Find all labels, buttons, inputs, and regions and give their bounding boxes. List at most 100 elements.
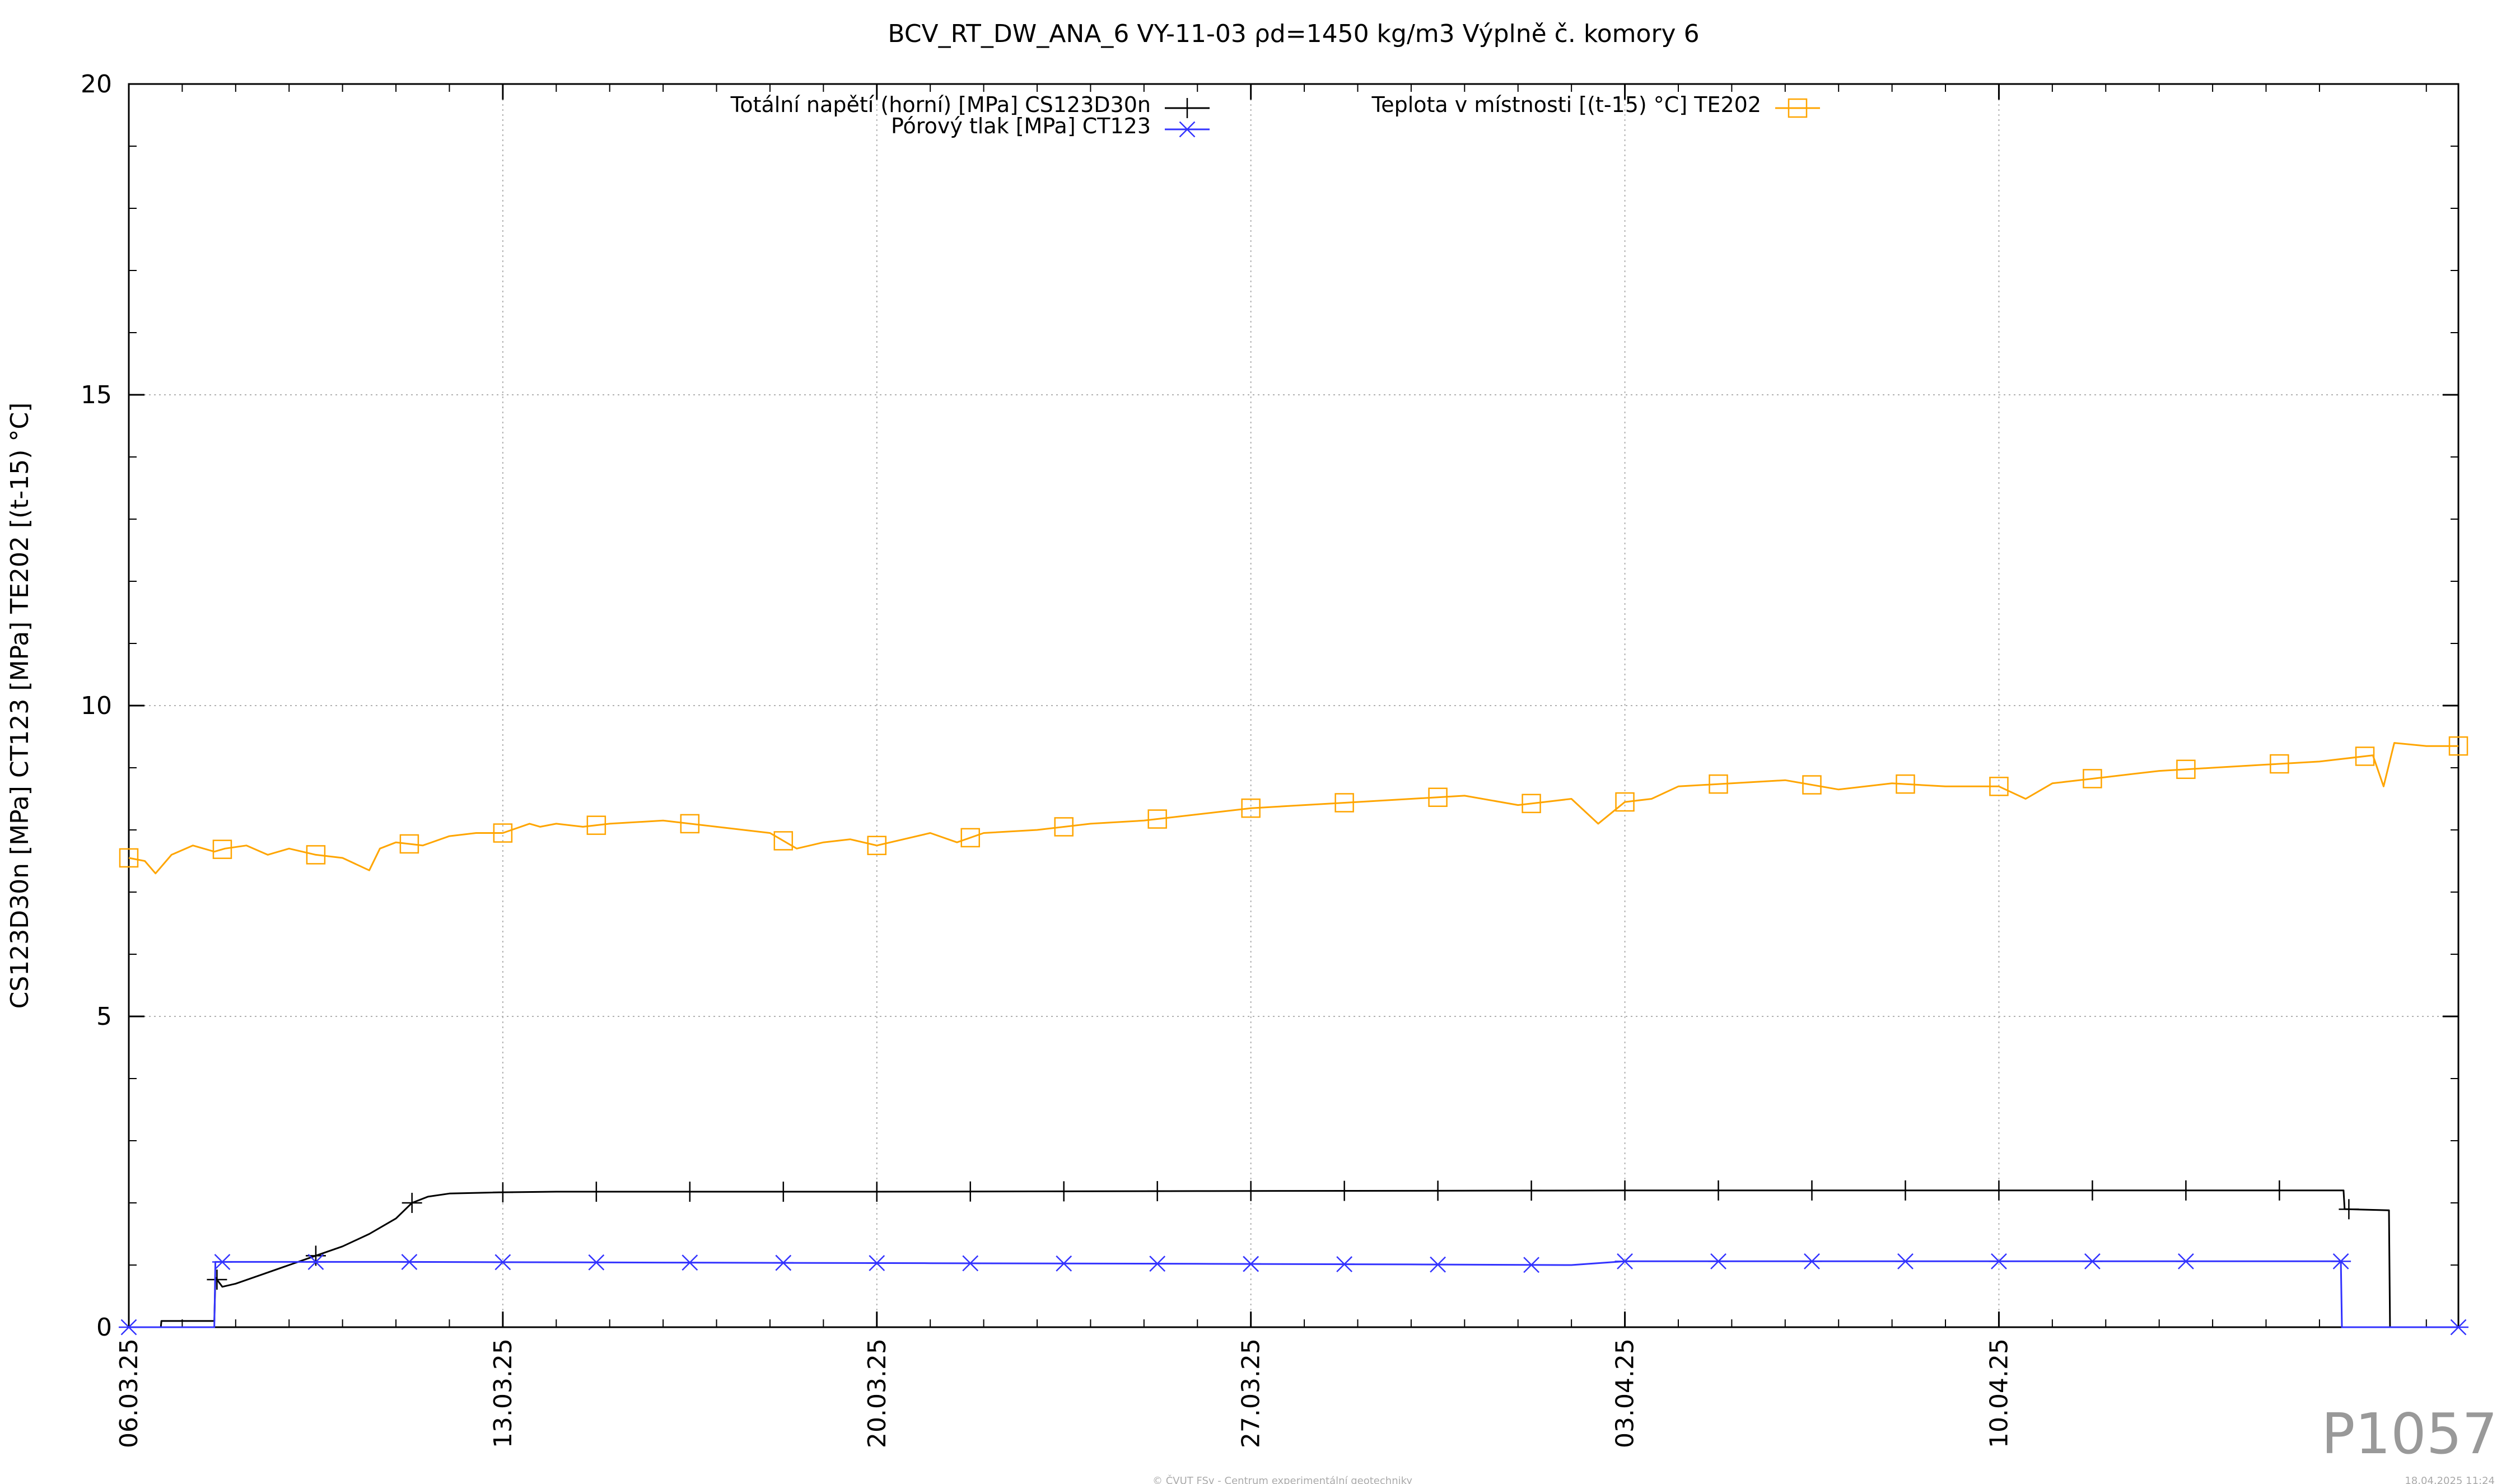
data-point-marker-0	[960, 1181, 981, 1202]
series-line-2	[128, 742, 2458, 875]
x-tick-label: 20.03.25	[863, 1338, 892, 1448]
data-point-marker-0	[866, 1182, 887, 1202]
data-point-marker-2	[1147, 809, 1167, 829]
axis-ticks: 0 5 10 15 20 06.03.25 13.03.25 20.03.25 27.03.25…	[81, 70, 2458, 1448]
data-point-marker-0	[586, 1182, 606, 1202]
legend-label-0: Totální napětí (horní) [MPa] CS123D30n	[730, 92, 1151, 117]
data-point-marker-2	[212, 839, 232, 859]
data-point-marker-2	[306, 845, 326, 865]
data-point-marker-1	[399, 1254, 419, 1270]
data-point-marker-0	[402, 1193, 422, 1213]
data-point-marker-2	[1241, 798, 1261, 818]
data-point-marker-1	[212, 1254, 232, 1270]
data-point-marker-2	[119, 848, 139, 868]
data-point-marker-1	[1989, 1253, 2009, 1270]
data-point-marker-0	[1427, 1180, 1448, 1201]
data-point-marker-2	[867, 836, 887, 855]
data-point-marker-1	[1708, 1253, 1729, 1270]
footer-timestamp: 18.04.2025 11:24	[2405, 1475, 2495, 1484]
data-point-marker-2	[2270, 754, 2289, 774]
data-point-marker-2	[1522, 794, 1541, 814]
data-point-marker-0	[1802, 1180, 1822, 1201]
data-point-marker-2	[2176, 759, 2196, 780]
data-point-marker-1	[1895, 1253, 1916, 1270]
data-point-marker-0	[1147, 1181, 1168, 1202]
legend-label-2: Teplota v místnosti [(t-15) °C] TE202	[1371, 92, 1761, 117]
y-tick-label: 5	[96, 1002, 112, 1031]
y-tick-label: 0	[96, 1313, 112, 1342]
data-point-marker-0	[2269, 1180, 2290, 1201]
data-point-marker-2	[1802, 775, 1822, 795]
data-point-marker-1	[1427, 1256, 1448, 1273]
y-tick-label: 20	[81, 70, 112, 99]
data-point-marker-0	[1240, 1180, 1261, 1201]
data-point-marker-0	[492, 1182, 513, 1203]
data-point-marker-1	[773, 1254, 794, 1271]
legend-label-1: Pórový tlak [MPa] CT123	[891, 114, 1151, 138]
data-point-marker-1	[1614, 1253, 1635, 1270]
data-point-marker-2	[1054, 817, 1074, 837]
data-point-marker-2	[2448, 736, 2468, 756]
data-point-marker-2	[2083, 769, 2102, 788]
data-point-marker-2	[2355, 746, 2375, 766]
y-axis-label: CS123D30n [MPa] CT123 [MPa] TE202 [(t-15…	[6, 403, 34, 1009]
data-point-marker-0	[2339, 1199, 2359, 1220]
data-point-marker-1	[2448, 1319, 2468, 1336]
legend: Totální napětí (horní) [MPa] CS123D30nPó…	[730, 92, 1820, 138]
x-tick-label: 03.04.25	[1611, 1338, 1640, 1448]
data-point-marker-2	[680, 814, 700, 834]
data-point-marker-1	[119, 1319, 139, 1336]
data-point-marker-0	[1053, 1181, 1074, 1202]
data-point-marker-2	[1896, 774, 1915, 794]
data-point-marker-2	[493, 823, 513, 843]
data-point-marker-1	[960, 1255, 981, 1272]
data-point-marker-1	[866, 1255, 887, 1271]
data-point-marker-0	[1521, 1180, 1542, 1201]
data-point-marker-1	[1334, 1256, 1355, 1272]
data-point-marker-2	[773, 831, 794, 851]
data-point-marker-2	[1709, 774, 1728, 794]
data-point-marker-0	[1334, 1180, 1355, 1201]
series-layer	[119, 736, 2468, 1336]
data-point-marker-0	[1708, 1180, 1729, 1201]
data-point-marker-2	[399, 834, 419, 854]
data-point-marker-1	[492, 1254, 513, 1271]
legend-marker-0	[1177, 98, 1197, 118]
data-point-marker-0	[1989, 1180, 2009, 1201]
data-point-marker-1	[1802, 1253, 1822, 1270]
data-point-marker-0	[2176, 1180, 2196, 1201]
data-point-marker-1	[1240, 1256, 1261, 1272]
data-point-marker-1	[2176, 1253, 2196, 1270]
data-point-marker-1	[586, 1254, 606, 1271]
grid-lines	[129, 84, 2458, 1327]
data-point-marker-1	[2331, 1253, 2351, 1270]
x-tick-label: 13.03.25	[489, 1338, 517, 1448]
x-tick-label: 27.03.25	[1237, 1338, 1266, 1448]
chart-title: BCV_RT_DW_ANA_6 VY-11-03 ρd=1450 kg/m3 V…	[888, 20, 1699, 48]
data-point-marker-0	[1895, 1180, 1916, 1201]
data-point-marker-1	[1521, 1257, 1542, 1273]
data-point-marker-2	[1615, 792, 1635, 812]
data-point-marker-2	[1989, 777, 2009, 796]
data-point-marker-1	[2082, 1253, 2103, 1270]
data-point-marker-2	[1428, 787, 1448, 807]
data-point-marker-1	[1147, 1256, 1168, 1272]
data-point-marker-1	[1053, 1255, 1074, 1272]
data-point-marker-2	[1334, 793, 1354, 813]
legend-marker-2	[1788, 98, 1808, 118]
data-point-marker-0	[2082, 1180, 2103, 1201]
footer-copyright: © ČVUT FSv - Centrum experimentální geot…	[1152, 1474, 1412, 1484]
data-point-marker-0	[207, 1270, 227, 1290]
data-point-marker-0	[679, 1182, 700, 1202]
data-point-marker-1	[679, 1254, 700, 1271]
y-tick-label: 10	[81, 692, 112, 720]
x-tick-label: 06.03.25	[115, 1338, 143, 1448]
series-line-1	[129, 1260, 2458, 1328]
data-point-marker-0	[1614, 1180, 1635, 1201]
data-point-marker-2	[586, 815, 606, 835]
data-point-marker-0	[773, 1182, 794, 1202]
x-tick-label: 10.04.25	[1985, 1338, 2013, 1448]
legend-marker-1	[1177, 121, 1197, 138]
data-point-marker-1	[305, 1254, 326, 1270]
